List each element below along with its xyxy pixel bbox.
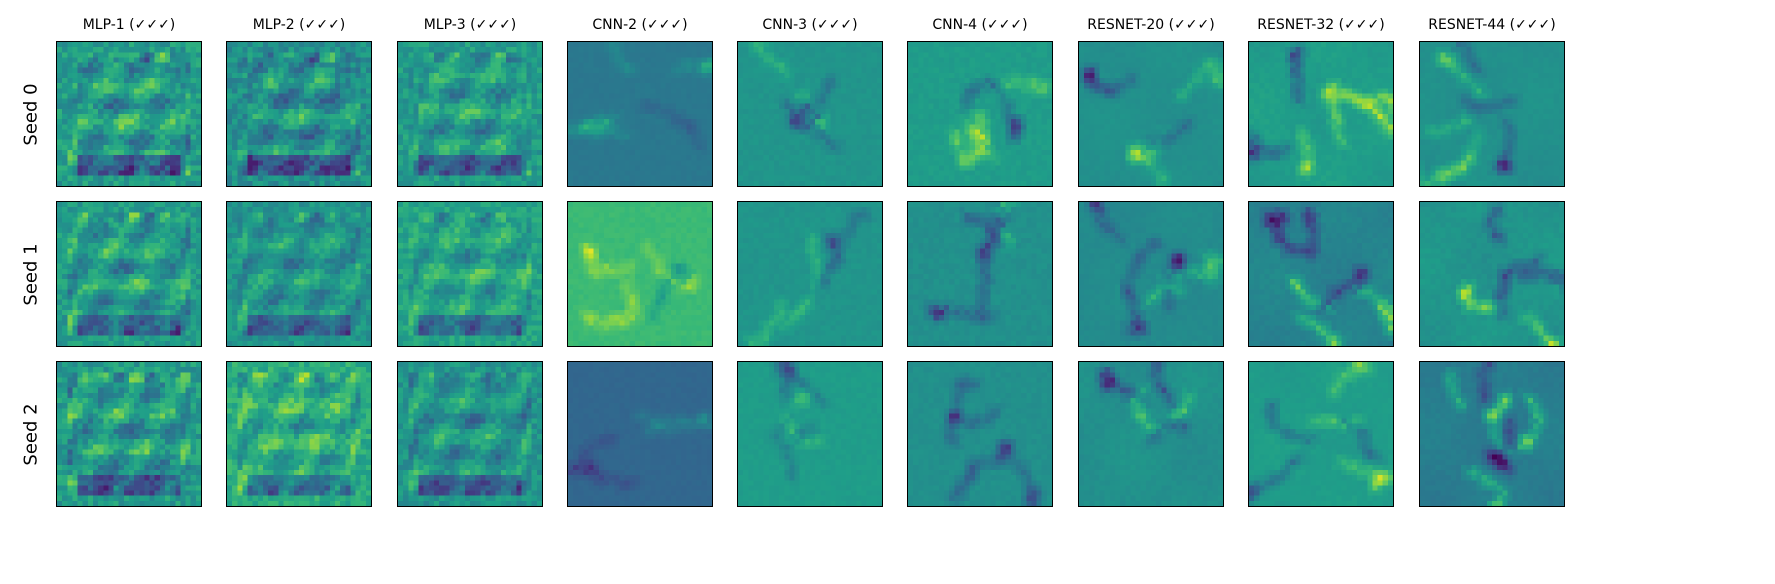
- heatmap-panel: [567, 201, 713, 347]
- heatmap-image: [398, 362, 542, 506]
- heatmap-image: [57, 202, 201, 346]
- heatmap-image: [738, 42, 882, 186]
- column-title: RESNET-20 (✓✓✓): [1087, 17, 1215, 33]
- heatmap-panel: [1078, 41, 1224, 187]
- heatmap-panel: [226, 41, 372, 187]
- column-title: RESNET-32 (✓✓✓): [1257, 17, 1385, 33]
- heatmap-image: [738, 202, 882, 346]
- heatmap-panel: [737, 41, 883, 187]
- heatmap-image: [908, 42, 1052, 186]
- heatmap-image: [57, 42, 201, 186]
- heatmap-panel: [1419, 41, 1565, 187]
- heatmap-image: [1420, 42, 1564, 186]
- heatmap-panel: [907, 41, 1053, 187]
- heatmap-panel: [56, 201, 202, 347]
- heatmap-image: [908, 202, 1052, 346]
- heatmap-image: [398, 202, 542, 346]
- heatmap-image: [908, 362, 1052, 506]
- heatmap-panel: [1248, 201, 1394, 347]
- column-title: RESNET-44 (✓✓✓): [1428, 17, 1556, 33]
- heatmap-panel: [907, 201, 1053, 347]
- column-title: CNN-4 (✓✓✓): [932, 17, 1028, 33]
- column-title: CNN-3 (✓✓✓): [762, 17, 858, 33]
- heatmap-panel: [56, 41, 202, 187]
- row-label: Seed 2: [20, 402, 42, 466]
- heatmap-panel: [56, 361, 202, 507]
- heatmap-panel: [397, 41, 543, 187]
- heatmap-image: [1420, 362, 1564, 506]
- heatmap-panel: [737, 201, 883, 347]
- heatmap-panel: [1419, 201, 1565, 347]
- heatmap-panel: [567, 41, 713, 187]
- heatmap-panel: [567, 361, 713, 507]
- heatmap-image: [738, 362, 882, 506]
- heatmap-image: [568, 202, 712, 346]
- heatmap-panel: [1078, 201, 1224, 347]
- heatmap-image: [1249, 362, 1393, 506]
- column-title: MLP-1 (✓✓✓): [82, 17, 176, 33]
- heatmap-image: [1079, 42, 1223, 186]
- heatmap-panel: [737, 361, 883, 507]
- row-label: Seed 1: [20, 242, 42, 306]
- column-title: MLP-2 (✓✓✓): [252, 17, 346, 33]
- heatmap-image: [227, 362, 371, 506]
- row-label: Seed 0: [20, 82, 42, 146]
- heatmap-image: [1249, 202, 1393, 346]
- column-title: MLP-3 (✓✓✓): [423, 17, 517, 33]
- heatmap-image: [227, 202, 371, 346]
- heatmap-panel: [1078, 361, 1224, 507]
- heatmap-panel: [226, 361, 372, 507]
- heatmap-panel: [1419, 361, 1565, 507]
- heatmap-image: [568, 362, 712, 506]
- heatmap-panel: [907, 361, 1053, 507]
- heatmap-image: [1249, 42, 1393, 186]
- heatmap-panel: [1248, 361, 1394, 507]
- heatmap-image: [1420, 202, 1564, 346]
- column-title: CNN-2 (✓✓✓): [592, 17, 688, 33]
- heatmap-panel: [226, 201, 372, 347]
- heatmap-image: [1079, 202, 1223, 346]
- heatmap-panel: [397, 201, 543, 347]
- heatmap-image: [398, 42, 542, 186]
- heatmap-image: [227, 42, 371, 186]
- heatmap-panel: [397, 361, 543, 507]
- heatmap-image: [57, 362, 201, 506]
- heatmap-image: [1079, 362, 1223, 506]
- heatmap-image: [568, 42, 712, 186]
- heatmap-panel: [1248, 41, 1394, 187]
